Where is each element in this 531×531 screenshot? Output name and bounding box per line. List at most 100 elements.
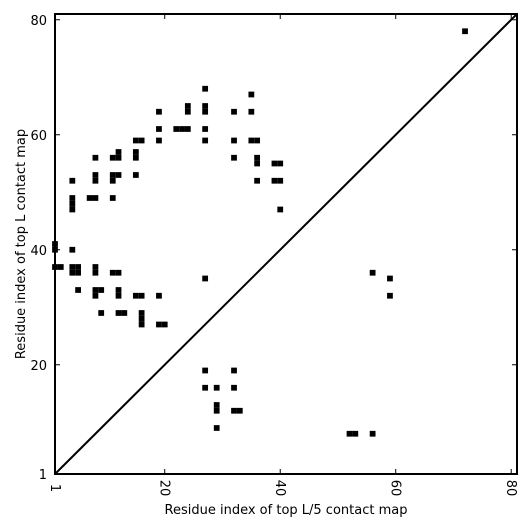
top-l-contact-cell — [277, 160, 284, 167]
top-l5-contact-cell — [213, 425, 220, 431]
top-l-contact-cell — [69, 246, 76, 253]
top-l-contact-cell — [92, 195, 99, 201]
x-tick-label: 20 — [157, 480, 172, 497]
y-axis-label: Residue index of top L contact map — [14, 129, 29, 359]
top-l-contact-cell — [115, 292, 122, 299]
top-l-contact-cell — [202, 108, 209, 115]
top-l-contact-cell — [156, 126, 162, 132]
top-l-contact-cell — [462, 28, 468, 35]
top-l-contact-cell — [109, 195, 116, 201]
top-l-contact-cell — [254, 177, 261, 184]
top-l-contact-cell — [156, 108, 162, 115]
top-l5-contact-cell — [387, 292, 393, 299]
top-l-contact-cell — [156, 137, 162, 144]
top-l5-contact-cell — [213, 384, 220, 391]
top-l-contact-cell — [121, 310, 128, 316]
top-l-contact-cell — [75, 269, 81, 276]
top-l-contact-cell — [115, 172, 122, 178]
top-l-contact-cell — [277, 206, 284, 213]
y-axis-ticks: 1 20 40 60 80 — [30, 14, 517, 483]
x-tick-label: 40 — [272, 480, 287, 497]
top-l-contact-cell — [132, 149, 139, 155]
top-l-contact-cell — [254, 154, 261, 161]
top-l5-contact-cell — [202, 367, 209, 374]
top-l5-contact-cell — [346, 430, 353, 437]
top-l-contact-cell — [109, 177, 116, 184]
top-l-contact-cell — [92, 154, 99, 161]
top-l-contact-cell — [254, 137, 261, 144]
x-tick-label: 80 — [503, 480, 518, 497]
top-l5-contact-cell — [231, 367, 237, 374]
top-l-contact-cell — [92, 172, 99, 178]
x-tick-label: 60 — [388, 480, 403, 497]
top-l-contact-cell — [75, 287, 81, 293]
top-l5-contact-cell — [231, 384, 237, 391]
top-l-contact-cell — [69, 200, 76, 207]
x-tick-label: 1 — [47, 484, 62, 492]
top-l-contact-cell — [184, 108, 191, 115]
top-l-contact-cell — [69, 206, 76, 213]
top-l-contact-cell — [109, 172, 116, 178]
y-tick-label: 40 — [30, 244, 47, 259]
top-l-contact-cell — [202, 137, 209, 144]
top-l-contact-cell — [92, 287, 99, 293]
top-l5-contact-cell — [236, 407, 243, 414]
top-l-contact-cell — [202, 103, 209, 109]
top-l-contact-cell — [109, 269, 116, 276]
top-l-contact-cell — [202, 126, 209, 132]
top-l-contact-cell — [92, 177, 99, 184]
top-l-contact-cell — [86, 195, 93, 201]
top-l-contact-cell — [92, 264, 99, 270]
top-l5-contact-cell — [369, 430, 376, 437]
top-l-contact-cell — [202, 85, 209, 92]
top-l-contact-cell — [132, 137, 139, 144]
top-l-contact-cell — [271, 160, 278, 167]
top-l-contact-cell — [271, 177, 278, 184]
top-l-contact-cell — [248, 91, 255, 98]
top-l-contact-cell — [138, 310, 145, 316]
top-l5-contact-cell — [231, 407, 237, 414]
top-l-contact-cell — [69, 269, 76, 276]
contact-cells — [52, 28, 468, 437]
top-l-contact-cell — [231, 137, 237, 144]
y-tick-label: 1 — [39, 468, 47, 483]
top-l-contact-cell — [248, 137, 255, 144]
top-l5-contact-cell — [202, 384, 209, 391]
top-l-contact-cell — [109, 154, 116, 161]
y-tick-label: 80 — [30, 14, 47, 29]
top-l-contact-cell — [184, 103, 191, 109]
top-l-contact-cell — [115, 287, 122, 293]
top-l-contact-cell — [115, 310, 122, 316]
top-l-contact-cell — [248, 108, 255, 115]
top-l-contact-cell — [173, 126, 180, 132]
top-l-contact-cell — [69, 177, 76, 184]
top-l-contact-cell — [138, 137, 145, 144]
top-l-contact-cell — [75, 264, 81, 270]
y-tick-label: 60 — [30, 129, 47, 144]
top-l5-contact-cell — [213, 402, 220, 408]
top-l-contact-cell — [92, 292, 99, 299]
top-l-contact-cell — [231, 108, 237, 115]
top-l-contact-cell — [132, 292, 139, 299]
top-l-contact-cell — [254, 160, 261, 167]
top-l-contact-cell — [115, 269, 122, 276]
top-l-contact-cell — [115, 154, 122, 161]
top-l-contact-cell — [161, 321, 168, 328]
top-l-contact-cell — [138, 315, 145, 322]
top-l-contact-cell — [156, 321, 162, 328]
top-l-contact-cell — [69, 264, 76, 270]
x-axis-label: Residue index of top L/5 contact map — [165, 503, 408, 518]
top-l5-contact-cell — [369, 269, 376, 276]
top-l-contact-cell — [92, 269, 99, 276]
plot-frame — [54, 13, 518, 475]
diagonal-line — [54, 13, 518, 475]
top-l-contact-cell — [98, 310, 105, 316]
top-l-contact-cell — [98, 287, 105, 293]
top-l-contact-cell — [138, 321, 145, 328]
top-l-contact-cell — [132, 154, 139, 161]
top-l-contact-cell — [57, 264, 64, 270]
top-l-contact-cell — [69, 195, 76, 201]
top-l-contact-cell — [132, 172, 139, 178]
top-l5-contact-cell — [387, 275, 393, 282]
